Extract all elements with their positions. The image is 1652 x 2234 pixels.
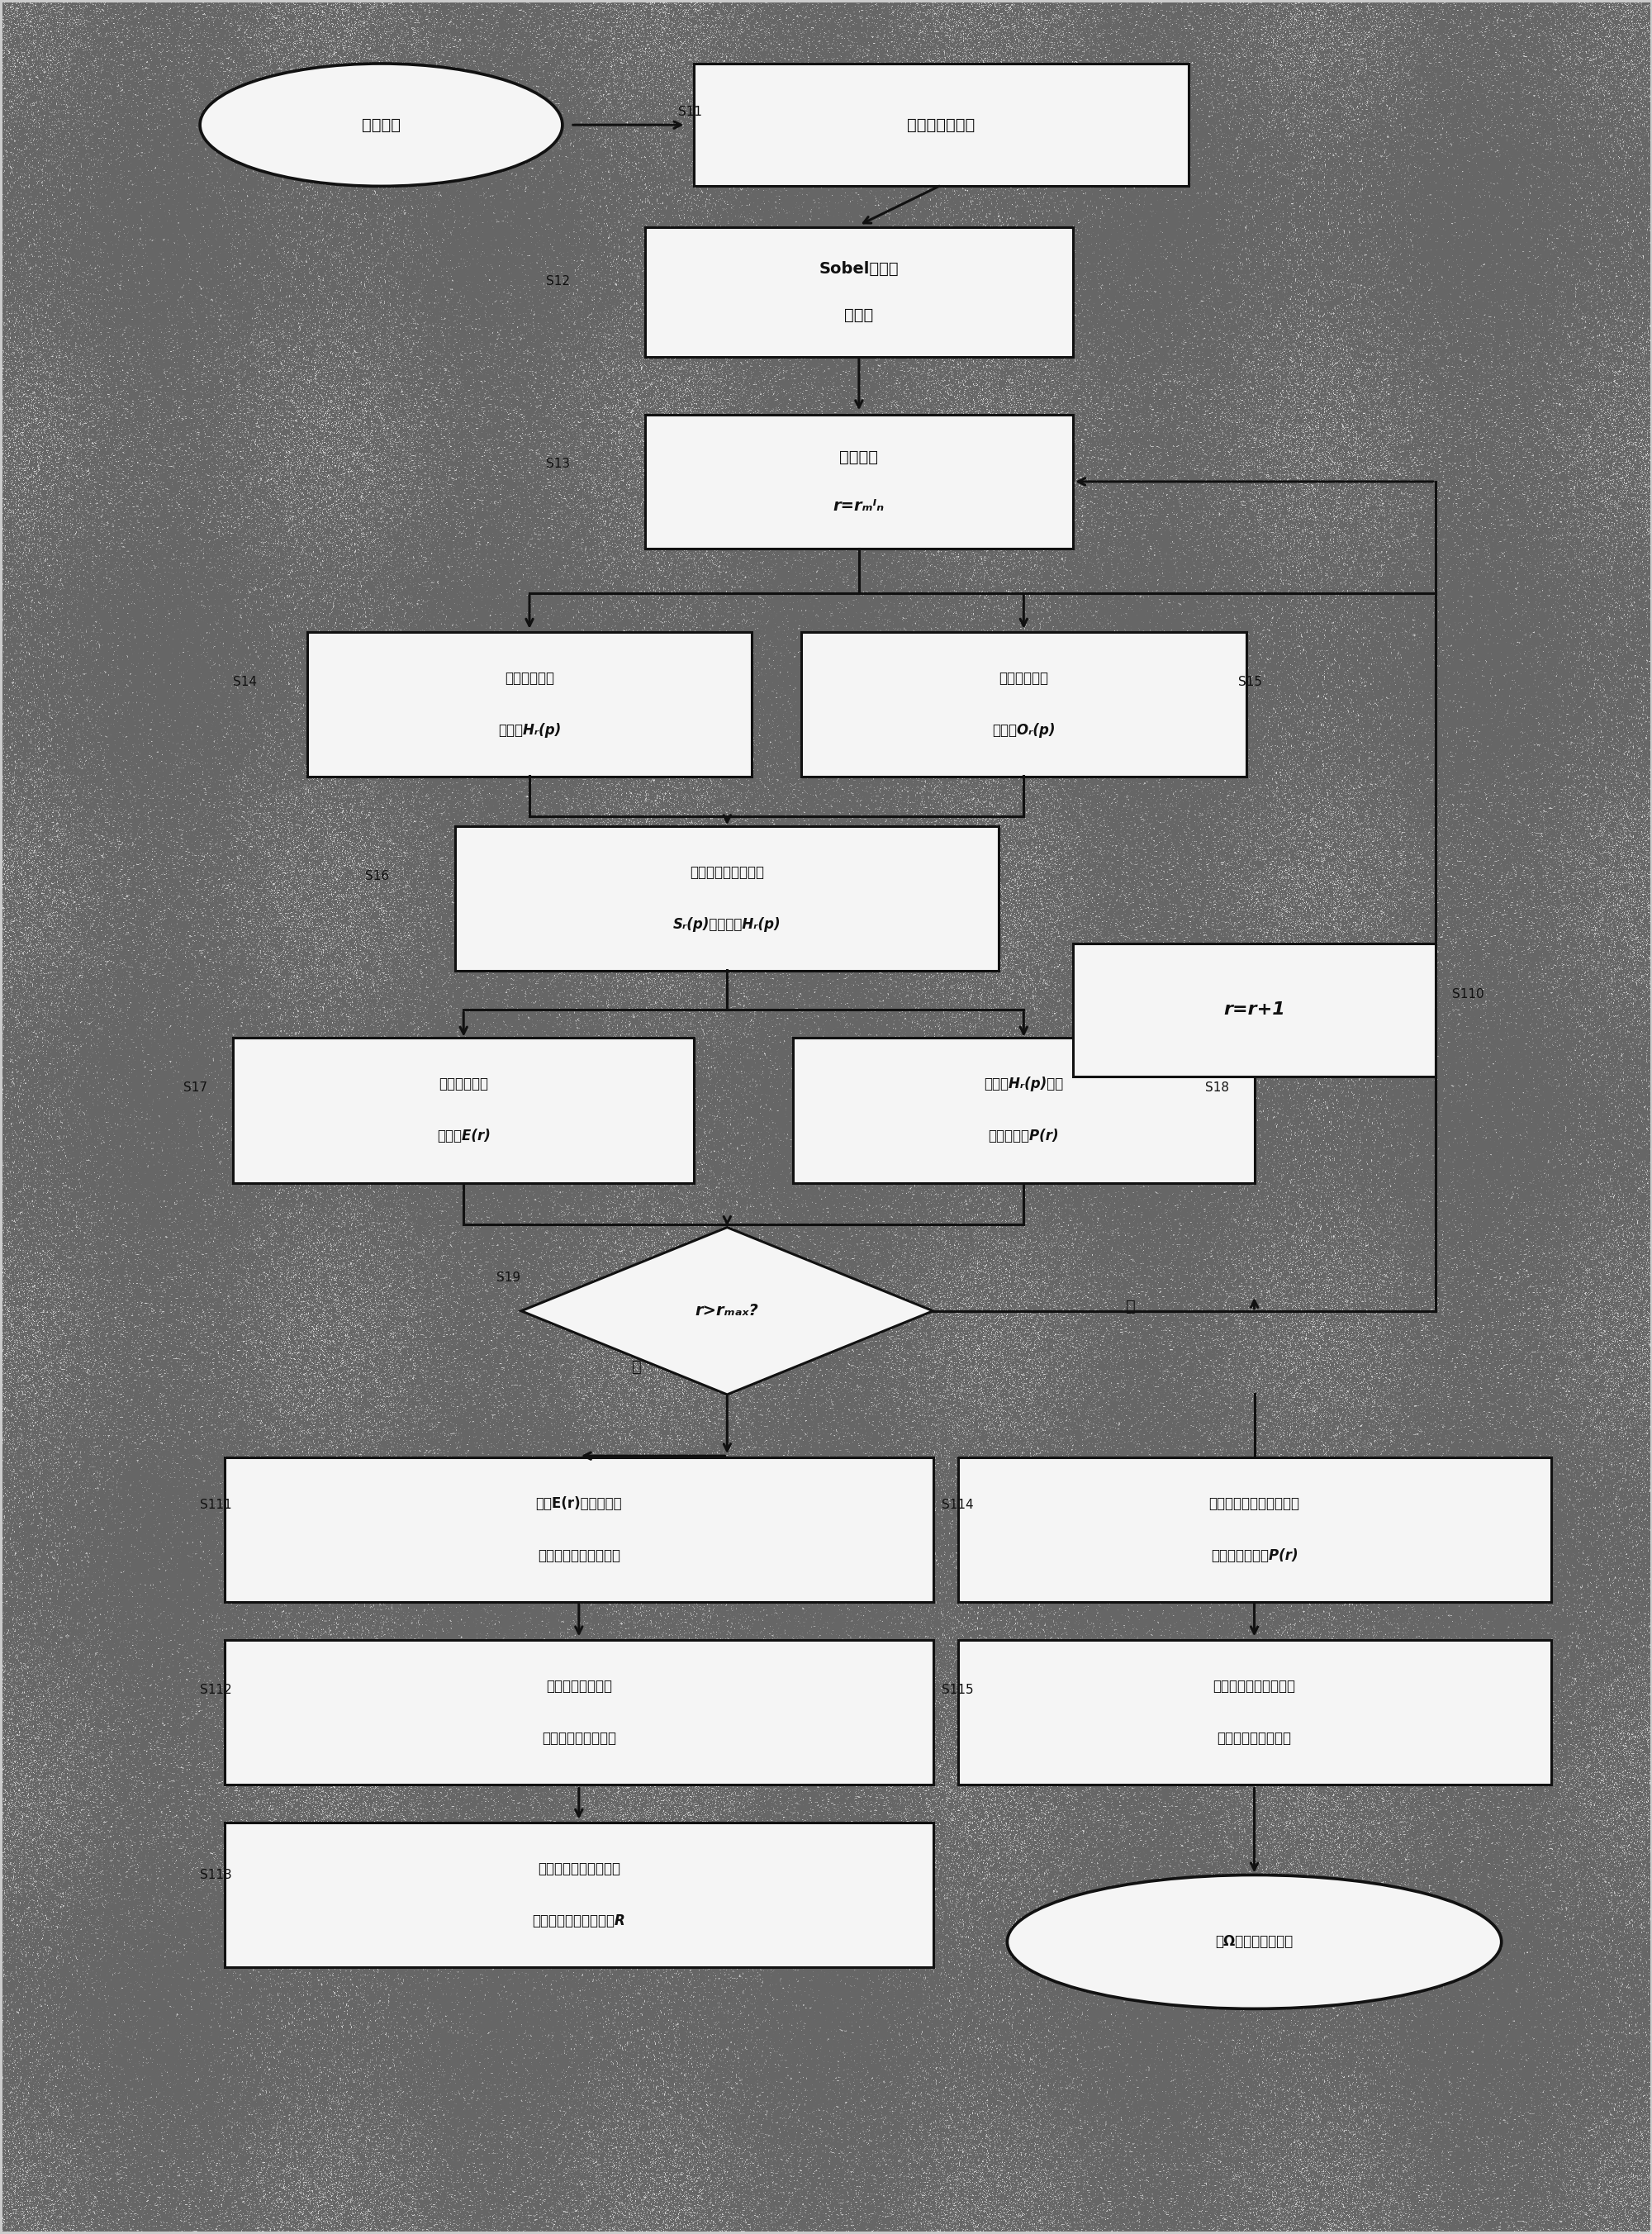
Text: 以Ω为特征模板矩阵: 以Ω为特征模板矩阵 xyxy=(1216,1935,1294,1950)
Text: 投影图Hᵣ(p): 投影图Hᵣ(p) xyxy=(497,724,562,737)
Text: 输入图像: 输入图像 xyxy=(362,116,400,132)
Text: 搜索E(r)局部极大层: 搜索E(r)局部极大层 xyxy=(535,1497,623,1510)
FancyBboxPatch shape xyxy=(644,228,1074,357)
Text: 从新的候选集中搜索最: 从新的候选集中搜索最 xyxy=(537,1861,620,1877)
Text: S110: S110 xyxy=(1452,987,1483,1001)
Text: 搜索使Hᵣ(p)取极: 搜索使Hᵣ(p)取极 xyxy=(985,1077,1064,1092)
Text: S111: S111 xyxy=(200,1499,231,1510)
Ellipse shape xyxy=(200,63,562,185)
Text: Sobel算子计: Sobel算子计 xyxy=(819,261,899,277)
Text: 感兴趣的最大轮廓尺度R: 感兴趣的最大轮廓尺度R xyxy=(532,1915,626,1928)
Text: 计算梯度幅値: 计算梯度幅値 xyxy=(506,670,555,686)
Text: 图像预处理方法: 图像预处理方法 xyxy=(907,116,975,132)
Ellipse shape xyxy=(1008,1874,1502,2008)
FancyBboxPatch shape xyxy=(958,1457,1551,1602)
Text: 投影图Oᵣ(p): 投影图Oᵣ(p) xyxy=(993,724,1056,737)
Text: S13: S13 xyxy=(545,458,570,469)
Text: S19: S19 xyxy=(497,1271,520,1285)
Text: S16: S16 xyxy=(365,869,388,882)
FancyBboxPatch shape xyxy=(307,632,752,777)
Text: S11: S11 xyxy=(677,105,702,118)
Text: S112: S112 xyxy=(200,1684,231,1696)
Text: S18: S18 xyxy=(1204,1081,1229,1095)
Text: 是: 是 xyxy=(631,1358,641,1374)
FancyBboxPatch shape xyxy=(225,1457,933,1602)
Text: 以候选半径为中心: 以候选半径为中心 xyxy=(545,1678,611,1693)
FancyBboxPatch shape xyxy=(225,1640,933,1785)
Text: 计算径向对称特征图: 计算径向对称特征图 xyxy=(691,865,765,880)
FancyBboxPatch shape xyxy=(958,1640,1551,1785)
Text: 半径初値: 半径初値 xyxy=(839,449,879,465)
Text: 计算径向对称: 计算径向对称 xyxy=(439,1077,489,1092)
Text: 计算这些形状描述符不: 计算这些形状描述符不 xyxy=(1213,1678,1295,1693)
Text: 大値的像素P(r): 大値的像素P(r) xyxy=(988,1128,1059,1144)
Text: S15: S15 xyxy=(1237,677,1262,688)
Text: r=rₘᴵₙ: r=rₘᴵₙ xyxy=(833,498,884,514)
Text: S114: S114 xyxy=(942,1499,973,1510)
Text: r>rₘₐₓ?: r>rₘₐₓ? xyxy=(695,1302,758,1318)
Text: 变性特征向量模板。: 变性特征向量模板。 xyxy=(1218,1731,1292,1745)
Polygon shape xyxy=(522,1226,933,1394)
FancyBboxPatch shape xyxy=(644,416,1074,550)
Text: S12: S12 xyxy=(545,275,570,288)
FancyBboxPatch shape xyxy=(694,63,1188,185)
Text: S17: S17 xyxy=(183,1081,208,1095)
FancyBboxPatch shape xyxy=(793,1039,1254,1182)
FancyBboxPatch shape xyxy=(456,827,999,972)
FancyBboxPatch shape xyxy=(225,1823,933,1968)
Text: 提取局部层候选像素: 提取局部层候选像素 xyxy=(542,1731,616,1745)
Text: S115: S115 xyxy=(942,1684,973,1696)
Text: r=r+1: r=r+1 xyxy=(1224,1001,1285,1019)
Text: 大轮廓所在像素P(r): 大轮廓所在像素P(r) xyxy=(1211,1548,1298,1564)
Text: 层所对应的半径候选者: 层所对应的半径候选者 xyxy=(537,1548,620,1564)
FancyBboxPatch shape xyxy=(1074,943,1436,1077)
Text: Sᵣ(p)及相应的Hᵣ(p): Sᵣ(p)及相应的Hᵣ(p) xyxy=(674,918,781,932)
Text: S113: S113 xyxy=(200,1870,231,1881)
Text: 计算梯度方向: 计算梯度方向 xyxy=(999,670,1049,686)
Text: S14: S14 xyxy=(233,677,258,688)
FancyBboxPatch shape xyxy=(801,632,1246,777)
Text: 统计量E(r): 统计量E(r) xyxy=(436,1128,491,1144)
Text: 输入候选半径所对应的最: 输入候选半径所对应的最 xyxy=(1209,1497,1300,1510)
Text: 否: 否 xyxy=(1127,1298,1135,1314)
Text: 算梯度: 算梯度 xyxy=(844,308,874,324)
FancyBboxPatch shape xyxy=(233,1039,694,1182)
